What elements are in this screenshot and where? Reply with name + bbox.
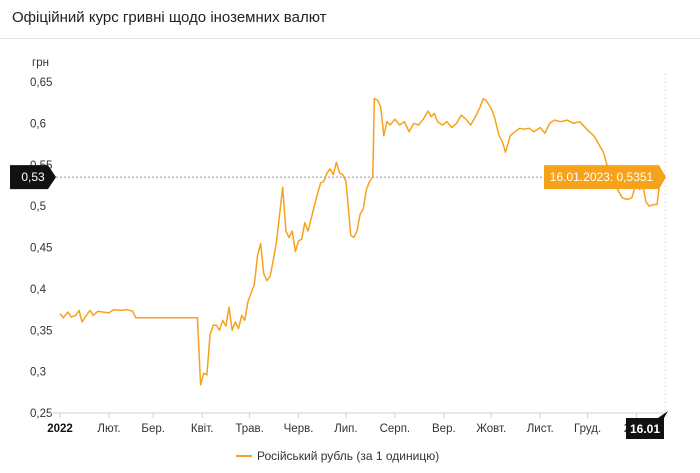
- series-line[interactable]: [59, 97, 662, 386]
- x-tick-label: Бер.: [141, 423, 165, 435]
- x-tick-label: Груд.: [574, 423, 601, 435]
- crosshair-x-label-box: [626, 411, 668, 439]
- y-tick-label: 0,4: [30, 284, 47, 296]
- x-tick-label: Черв.: [284, 423, 314, 435]
- y-tick-label: 0,5: [30, 201, 46, 213]
- legend-line-swatch: [236, 455, 252, 457]
- title-divider: [0, 38, 700, 39]
- y-tick-label: 0,45: [30, 243, 52, 255]
- x-tick-label: Трав.: [235, 423, 263, 435]
- x-tick-label: Жовт.: [476, 423, 506, 435]
- y-tick-label: 0,35: [30, 325, 52, 337]
- tooltip-box: [544, 165, 666, 190]
- legend-label: Російський рубль (за 1 одиницю): [257, 449, 440, 463]
- page-title: Офіційний курс гривні щодо іноземних вал…: [12, 9, 327, 26]
- y-tick-label: 0,25: [30, 408, 52, 420]
- x-tick-label: Лип.: [334, 423, 357, 435]
- x-tick-label: Серп.: [380, 423, 411, 435]
- x-tick-label: 2022: [47, 423, 73, 435]
- crosshair-y-label-box: [10, 165, 56, 190]
- x-tick-label: Лют.: [97, 423, 120, 435]
- y-tick-label: 0,3: [30, 367, 46, 379]
- crosshair-y-label: 0,53: [21, 170, 45, 184]
- tooltip-text: 16.01.2023: 0,5351: [550, 170, 654, 184]
- x-tick-label: Квіт.: [191, 423, 214, 435]
- crosshair-x-label: 16.01: [630, 422, 660, 436]
- chart-legend[interactable]: Російський рубль (за 1 одиницю): [236, 449, 439, 463]
- line-chart[interactable]: грн0,250,30,350,40,450,50,550,60,652022Л…: [0, 0, 700, 445]
- y-tick-label: 0,65: [30, 77, 52, 89]
- y-tick-label: 0,6: [30, 118, 46, 130]
- x-tick-label: Вер.: [432, 423, 456, 435]
- x-tick-label: Лист.: [527, 423, 554, 435]
- y-axis-unit-label: грн: [32, 57, 49, 69]
